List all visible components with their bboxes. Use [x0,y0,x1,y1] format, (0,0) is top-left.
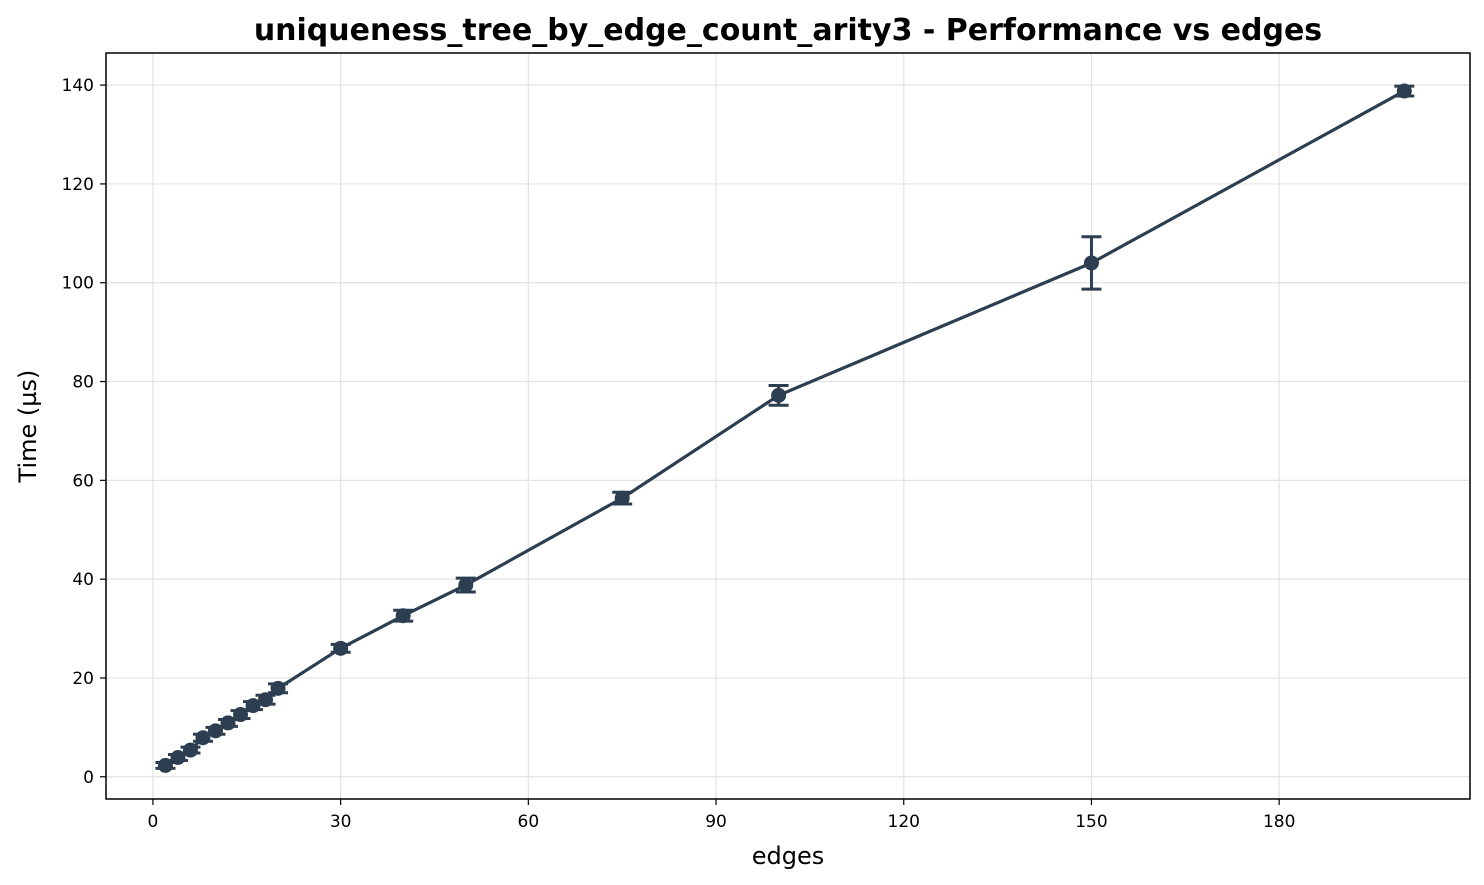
axis-ticks: 0 30 60 90 120 150 180 0 20 40 60 80 100 120 140 [62,76,1296,832]
x-axis-label: edges [752,842,825,870]
data-point [245,698,261,714]
data-point [458,577,474,593]
x-tick-label: 180 [1263,812,1295,832]
x-tick-label: 120 [888,812,920,832]
grid [106,53,1470,799]
plot-area [155,83,1415,773]
x-tick-label: 90 [705,812,727,832]
x-tick-label: 150 [1075,812,1107,832]
data-point [182,742,198,758]
x-tick-label: 60 [518,812,540,832]
data-point [614,490,630,506]
chart-title: uniqueness_tree_by_edge_count_arity3 - P… [254,13,1322,48]
x-tick-label: 0 [148,812,159,832]
x-tick-label: 30 [330,812,352,832]
data-point [1083,255,1099,271]
data-point [771,387,787,403]
data-point [258,692,274,708]
y-tick-label: 80 [72,373,94,393]
data-point [270,680,286,696]
y-axis-label: Time (µs) [14,370,42,484]
data-point [395,608,411,624]
data-point [333,640,349,656]
y-tick-label: 120 [62,175,94,195]
data-point [1396,83,1412,99]
y-tick-label: 60 [72,471,94,491]
y-tick-label: 20 [72,669,94,689]
y-tick-label: 40 [72,570,94,590]
series-line [164,89,1406,767]
plot-frame [105,52,1471,800]
y-tick-label: 140 [62,76,94,96]
y-tick-label: 100 [62,274,94,294]
y-tick-label: 0 [83,768,94,788]
